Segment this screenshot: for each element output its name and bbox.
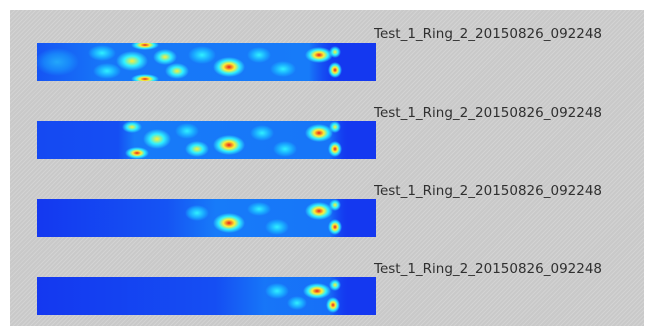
heatmap-strip-1: [37, 43, 376, 81]
heatmap-strip-2: [37, 121, 376, 159]
visualization-panel: Test_1_Ring_2_20150826_092248: [10, 10, 644, 326]
strip-label-2: Test_1_Ring_2_20150826_092248: [374, 105, 603, 121]
strip-label-4: Test_1_Ring_2_20150826_092248: [374, 261, 603, 277]
strip-label-3: Test_1_Ring_2_20150826_092248: [374, 183, 603, 199]
heatmap-strip-4: [37, 277, 376, 315]
heatmap-strip-3: [37, 199, 376, 237]
strip-label-1: Test_1_Ring_2_20150826_092248: [374, 26, 603, 42]
